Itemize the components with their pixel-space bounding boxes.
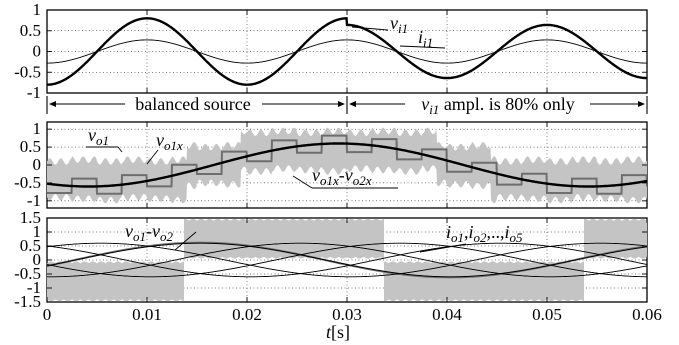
bottom-ytick-label: 0.5 <box>20 236 41 255</box>
bottom-ytick-label: -1.5 <box>14 292 41 311</box>
leader-vo1x-vo2x <box>292 175 398 189</box>
label-vo1: vo1 <box>88 125 109 148</box>
label-ii1: ii1 <box>418 27 433 50</box>
label-vo1-vo2: vo1-vo2 <box>125 221 173 244</box>
band-vo1-vo2 <box>47 261 184 302</box>
x-tick-label: 0.06 <box>632 305 662 324</box>
annotation-amplitude-80: vi1 ampl. is 80% only <box>421 94 575 117</box>
middle-ytick-label: -1 <box>27 191 41 210</box>
top-ytick-label: 0.5 <box>20 21 41 40</box>
x-tick-label: 0 <box>43 305 52 324</box>
bottom-ytick-label: -1 <box>27 278 41 297</box>
leader-vi1 <box>351 26 389 31</box>
y-tick-labels: 10.50-0.5-110.50-0.5-11.510.50-0.5-1-1.5 <box>14 0 41 311</box>
middle-ytick-label: -0.5 <box>14 173 41 192</box>
leader-vo1-vo2 <box>174 231 197 251</box>
x-tick-label: 0.03 <box>332 305 362 324</box>
series-io3 <box>47 242 647 278</box>
bottom-ytick-label: 1.5 <box>20 208 41 227</box>
leader-vo1x <box>146 149 159 165</box>
data-series <box>47 17 647 279</box>
series-vi1 <box>47 17 647 86</box>
bottom-ytick-label: -0.5 <box>14 264 41 283</box>
annotation-balanced-source: balanced source <box>135 94 250 114</box>
label-vi1: vi1 <box>390 13 408 36</box>
series-vo1x-vo2x <box>47 142 647 188</box>
series-io1 <box>47 242 647 278</box>
x-tick-label: 0.01 <box>132 305 162 324</box>
label-vo1x-vo2x: vo1x-vo2x <box>312 165 372 188</box>
series-ii1 <box>47 39 647 64</box>
gray-pwm-bands <box>47 127 647 302</box>
top-ytick-label: -0.5 <box>14 62 41 81</box>
middle-ytick-label: 0 <box>33 155 42 174</box>
series-vo1x <box>47 134 647 195</box>
label-io-currents: io1,io2,..,io5 <box>446 222 523 245</box>
x-tick-labels: 0 0.01 0.02 0.03 0.04 0.05 0.06 <box>43 305 662 324</box>
x-axis-label: t[s] <box>326 322 350 342</box>
middle-ytick-label: 1 <box>33 119 42 138</box>
axis-ticks <box>46 9 648 303</box>
x-tick-label: 0.05 <box>532 305 562 324</box>
label-vo1x: vo1x <box>156 130 183 153</box>
series-io5 <box>47 242 647 278</box>
leader-vo1 <box>86 146 123 153</box>
top-ytick-label: 1 <box>33 0 42 19</box>
leader-io <box>419 243 467 253</box>
band-vo1-vo2 <box>384 261 584 302</box>
top-ytick-label: -1 <box>27 83 41 102</box>
leader-ii1 <box>399 45 446 49</box>
bottom-ytick-label: 0 <box>33 250 42 269</box>
x-tick-label: 0.02 <box>232 305 262 324</box>
series-io2 <box>47 242 647 278</box>
series-io4 <box>47 242 647 278</box>
top-ytick-label: 0 <box>33 42 42 61</box>
band-vo1-vo2 <box>584 218 647 259</box>
bottom-ytick-label: 1 <box>33 222 42 241</box>
middle-ytick-label: 0.5 <box>20 137 41 156</box>
x-tick-label: 0.04 <box>432 305 462 324</box>
